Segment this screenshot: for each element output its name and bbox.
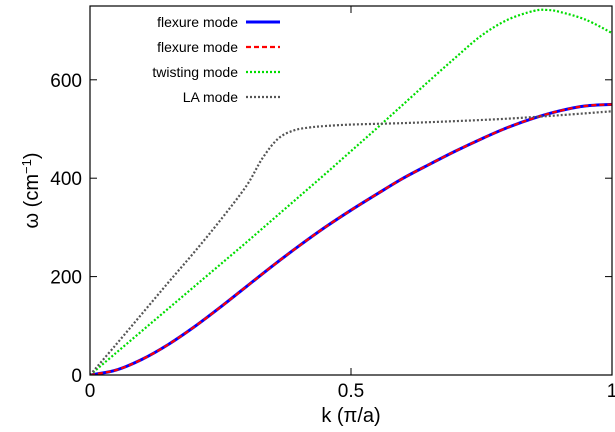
series-line-2 <box>90 103 612 375</box>
legend: flexure mode flexure mode twisting mode LA … <box>152 14 280 105</box>
y-tick-label: 200 <box>50 268 82 289</box>
y-axis-title: ω (cm−1) <box>19 153 44 229</box>
y-tick-label: 600 <box>50 71 82 92</box>
y-tick-label: 0 <box>71 366 82 387</box>
x-tick-label: 0 <box>85 381 96 402</box>
y-tick-label: 400 <box>50 169 82 190</box>
y-axis-title-base: ω (cm <box>21 174 43 229</box>
x-tick-label: 1 <box>607 381 615 402</box>
y-axis-title-sup: −1 <box>19 159 34 174</box>
x-tick-label: 0.5 <box>338 381 364 402</box>
y-axis-title-end: ) <box>21 153 43 160</box>
legend-label-3: twisting mode <box>152 64 238 80</box>
ticks-layer: 0 0.5 1 0 200 400 600 <box>50 6 615 402</box>
legend-label-4: LA mode <box>183 89 238 105</box>
series-line-4 <box>90 110 612 375</box>
series-line-1 <box>90 102 612 375</box>
series-line-3 <box>90 8 612 375</box>
series-layer <box>90 8 612 375</box>
legend-label-2: flexure mode <box>157 39 238 55</box>
plot-frame <box>89 5 613 376</box>
x-axis-title: k (π/a) <box>321 405 380 427</box>
legend-label-1: flexure mode <box>157 14 238 30</box>
